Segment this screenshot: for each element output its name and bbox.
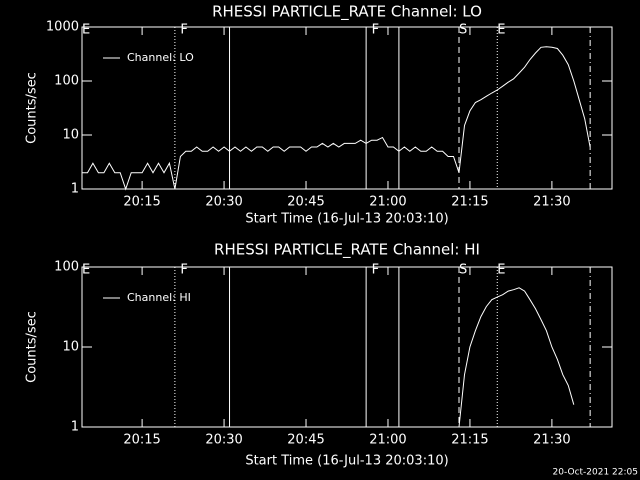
flag-label: F [372, 23, 379, 38]
data-line [82, 46, 591, 191]
x-axis-label: Start Time (16-Jul-13 20:03:10) [245, 212, 448, 227]
x-tick-label: 21:15 [451, 433, 488, 448]
x-tick-label: 21:15 [451, 195, 488, 210]
y-tick-label: 10 [62, 340, 79, 355]
x-tick-label: 21:30 [533, 195, 570, 210]
data-line [458, 287, 575, 428]
timestamp: 20-Oct-2021 22:05 [553, 468, 638, 478]
y-tick-label: 10 [62, 128, 79, 143]
legend-label: Channel: HI [127, 291, 191, 304]
x-tick-label: 21:00 [369, 195, 406, 210]
flag-label: F [372, 263, 379, 278]
y-tick-label: 1 [71, 182, 79, 197]
y-axis-label: Counts/sec [25, 72, 40, 144]
plot-frame [81, 26, 613, 190]
y-tick-label: 100 [54, 74, 79, 89]
flag-label: E [497, 23, 505, 38]
y-tick-label: 1000 [46, 20, 79, 35]
flag-label: F [180, 23, 187, 38]
chart-title: RHESSI PARTICLE_RATE Channel: LO [212, 3, 482, 22]
flag-label: S [459, 263, 467, 278]
x-axis-label: Start Time (16-Jul-13 20:03:10) [245, 454, 448, 469]
flag-label: E [82, 263, 90, 278]
flag-label: E [82, 23, 90, 38]
chart-title: RHESSI PARTICLE_RATE Channel: HI [214, 241, 480, 260]
x-tick-label: 20:45 [287, 433, 324, 448]
y-tick-label: 1 [71, 420, 79, 435]
x-tick-label: 20:30 [205, 433, 242, 448]
flag-label: S [459, 23, 467, 38]
y-axis-label: Counts/sec [25, 311, 40, 383]
x-tick-label: 20:15 [123, 433, 160, 448]
flag-label: E [497, 263, 505, 278]
x-tick-label: 21:00 [369, 433, 406, 448]
x-tick-label: 20:30 [205, 195, 242, 210]
legend-label: Channel: LO [127, 51, 194, 64]
y-tick-label: 100 [54, 260, 79, 275]
flag-label: F [180, 263, 187, 278]
x-tick-label: 21:30 [533, 433, 570, 448]
x-tick-label: 20:15 [123, 195, 160, 210]
x-tick-label: 20:45 [287, 195, 324, 210]
